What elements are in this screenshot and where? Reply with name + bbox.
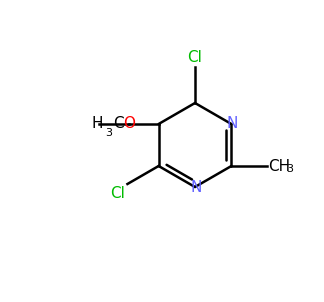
Text: 3: 3 [106, 128, 113, 138]
Text: Cl: Cl [188, 50, 202, 65]
Text: C: C [113, 117, 123, 131]
Text: N: N [190, 179, 202, 194]
Text: N: N [227, 117, 238, 131]
Text: Cl: Cl [110, 186, 125, 201]
Text: H: H [91, 117, 103, 131]
Text: CH: CH [268, 159, 291, 174]
Text: O: O [122, 117, 135, 131]
Text: 3: 3 [286, 164, 293, 174]
